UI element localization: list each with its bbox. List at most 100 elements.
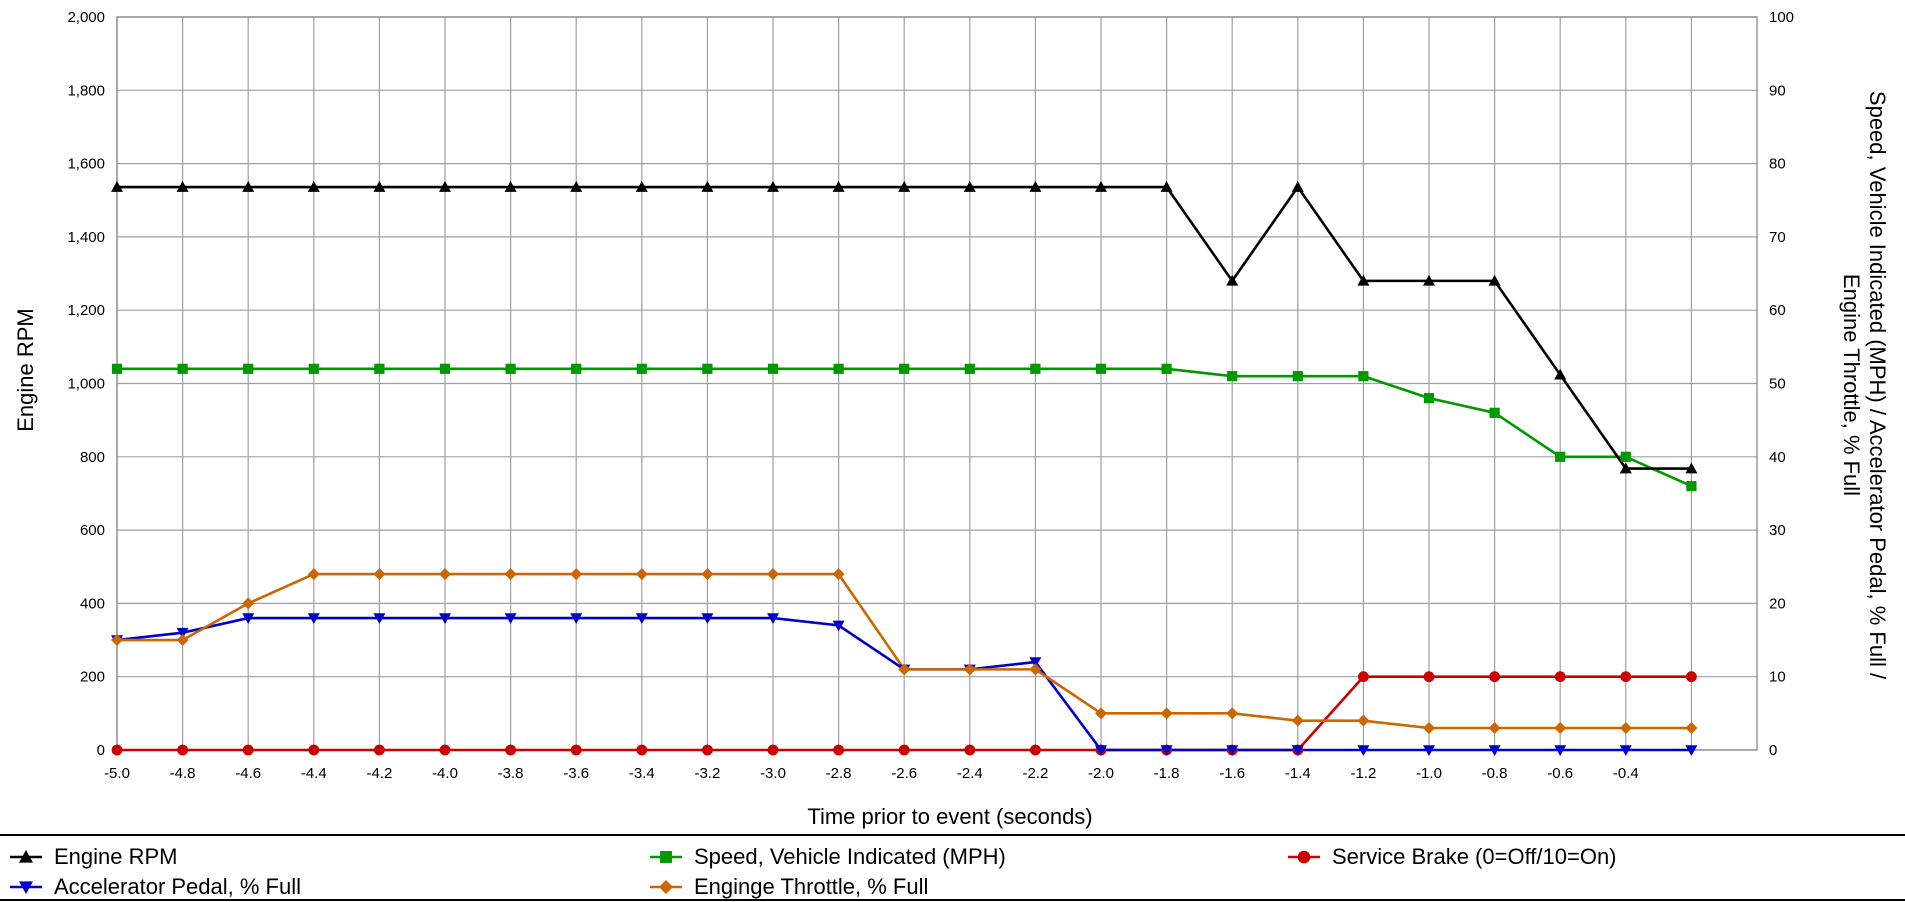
data-point-2 bbox=[1686, 671, 1697, 683]
data-point-4 bbox=[963, 663, 976, 676]
data-point-4 bbox=[701, 568, 714, 581]
data-point-3 bbox=[242, 613, 255, 625]
data-point-0 bbox=[242, 181, 255, 192]
x-tick-label: -4.0 bbox=[432, 765, 458, 782]
data-point-1 bbox=[439, 363, 451, 374]
y-left-tick-label: 1,800 bbox=[67, 82, 105, 99]
data-point-3 bbox=[1685, 745, 1698, 756]
data-point-3 bbox=[1029, 657, 1042, 669]
data-point-2 bbox=[308, 744, 320, 756]
data-point-0 bbox=[701, 181, 714, 192]
data-point-1 bbox=[767, 363, 779, 374]
legend-marker bbox=[1297, 850, 1311, 864]
data-point-0 bbox=[767, 181, 779, 192]
data-point-0 bbox=[373, 181, 386, 192]
data-point-0 bbox=[1226, 274, 1239, 286]
data-point-2 bbox=[767, 744, 779, 756]
legend-label: Service Brake (0=Off/10=On) bbox=[1332, 844, 1617, 869]
x-tick-label: -3.8 bbox=[498, 765, 524, 782]
y-axis-right-title-line2: Engine Throttle, % Full bbox=[1839, 274, 1864, 496]
data-point-0 bbox=[1095, 181, 1107, 192]
data-point-1 bbox=[1161, 363, 1172, 374]
data-point-1 bbox=[1489, 407, 1500, 418]
data-point-4 bbox=[504, 568, 517, 581]
data-point-2 bbox=[1554, 671, 1566, 683]
x-tick-label: -4.4 bbox=[301, 765, 327, 782]
data-point-2 bbox=[439, 744, 451, 756]
x-tick-label: -4.6 bbox=[235, 765, 261, 782]
y-left-tick-label: 1,000 bbox=[67, 376, 105, 393]
data-point-0 bbox=[898, 181, 911, 192]
y-right-tick-label: 90 bbox=[1769, 82, 1786, 99]
data-point-1 bbox=[1227, 371, 1238, 382]
data-point-0 bbox=[1357, 274, 1370, 286]
data-point-1 bbox=[1358, 371, 1369, 382]
data-point-0 bbox=[1488, 274, 1501, 286]
data-point-1 bbox=[1292, 371, 1303, 382]
data-point-4 bbox=[176, 634, 189, 647]
data-point-2 bbox=[898, 744, 910, 756]
marker-layer bbox=[111, 181, 1698, 756]
data-point-1 bbox=[111, 363, 123, 374]
legend-marker bbox=[19, 850, 33, 863]
data-point-2 bbox=[1030, 744, 1041, 756]
data-point-3 bbox=[1291, 745, 1304, 756]
data-point-3 bbox=[701, 613, 714, 625]
data-point-2 bbox=[111, 744, 123, 756]
x-tick-label: -2.0 bbox=[1088, 765, 1114, 782]
data-point-4 bbox=[1423, 722, 1435, 735]
data-point-1 bbox=[308, 363, 319, 374]
y-right-tick-label: 10 bbox=[1769, 669, 1786, 686]
data-point-0 bbox=[1423, 274, 1435, 286]
y-left-tick-label: 1,200 bbox=[67, 302, 105, 319]
data-point-3 bbox=[1357, 745, 1370, 756]
data-point-4 bbox=[635, 568, 648, 581]
data-point-1 bbox=[1620, 451, 1631, 462]
data-point-0 bbox=[1554, 368, 1567, 380]
data-point-0 bbox=[176, 181, 189, 192]
data-point-3 bbox=[570, 613, 583, 625]
data-point-1 bbox=[1686, 481, 1697, 492]
y-left-tick-label: 2,000 bbox=[67, 9, 105, 26]
x-tick-label: -1.4 bbox=[1285, 765, 1311, 782]
data-point-1 bbox=[243, 363, 254, 374]
x-tick-label: -4.8 bbox=[170, 765, 196, 782]
data-point-3 bbox=[832, 620, 845, 632]
data-point-2 bbox=[702, 744, 713, 756]
data-point-1 bbox=[1423, 393, 1435, 404]
data-point-0 bbox=[963, 181, 976, 192]
x-tick-label: -3.4 bbox=[629, 765, 655, 782]
data-point-1 bbox=[636, 363, 647, 374]
data-point-3 bbox=[1488, 745, 1501, 756]
data-point-2 bbox=[964, 744, 976, 756]
data-point-2 bbox=[1423, 671, 1435, 683]
y-right-tick-label: 30 bbox=[1769, 522, 1786, 539]
data-point-1 bbox=[1095, 363, 1107, 374]
data-point-0 bbox=[832, 181, 845, 192]
y-axis-left-title: Engine RPM bbox=[13, 308, 38, 432]
data-point-4 bbox=[307, 568, 320, 581]
x-tick-label: -4.2 bbox=[366, 765, 392, 782]
data-point-1 bbox=[964, 363, 975, 374]
data-point-1 bbox=[571, 363, 582, 374]
data-point-4 bbox=[570, 568, 583, 581]
x-tick-label: -0.6 bbox=[1547, 765, 1573, 782]
data-point-3 bbox=[1554, 745, 1567, 756]
y-right-tick-label: 100 bbox=[1769, 9, 1794, 26]
data-point-3 bbox=[439, 613, 451, 625]
y-right-tick-label: 0 bbox=[1769, 742, 1777, 759]
data-point-4 bbox=[1554, 722, 1567, 735]
data-point-0 bbox=[111, 181, 123, 192]
x-tick-label: -3.2 bbox=[694, 765, 720, 782]
data-point-2 bbox=[374, 744, 385, 756]
y-right-tick-label: 40 bbox=[1769, 449, 1786, 466]
y-left-tick-label: 0 bbox=[97, 742, 105, 759]
y-right-tick-label: 80 bbox=[1769, 156, 1786, 173]
legend-marker bbox=[660, 851, 672, 863]
data-point-1 bbox=[1030, 363, 1041, 374]
legend: Engine RPM Speed, Vehicle Indicated (MPH)… bbox=[10, 844, 1617, 899]
data-point-1 bbox=[899, 363, 910, 374]
data-point-4 bbox=[373, 568, 386, 581]
legend-label: Accelerator Pedal, % Full bbox=[54, 874, 301, 899]
data-point-3 bbox=[1423, 745, 1435, 756]
